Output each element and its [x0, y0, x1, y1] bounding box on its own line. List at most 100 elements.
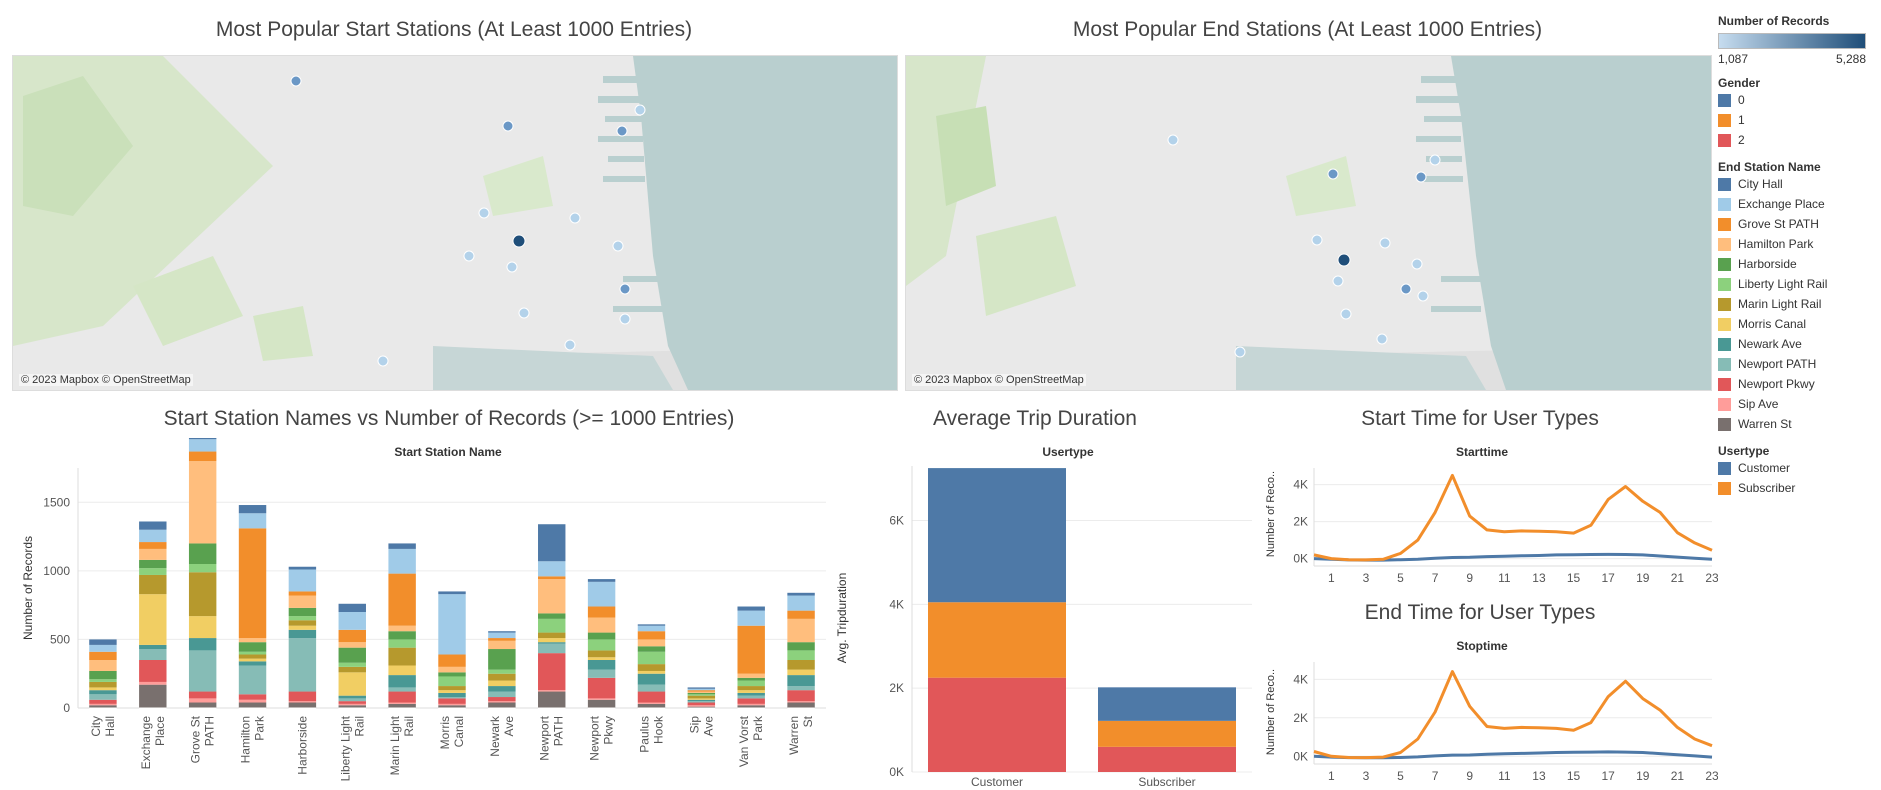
- bar-segment[interactable]: [737, 705, 765, 708]
- bar-segment[interactable]: [737, 692, 765, 696]
- bar-segment[interactable]: [338, 703, 366, 706]
- station-legend-item[interactable]: Liberty Light Rail: [1718, 274, 1878, 294]
- bar-segment[interactable]: [338, 666, 366, 673]
- bar-segment[interactable]: [587, 581, 616, 607]
- bar-segment[interactable]: [438, 594, 466, 655]
- map-attribution[interactable]: © 2023 Mapbox © OpenStreetMap: [19, 374, 193, 386]
- station-legend-item[interactable]: Newport PATH: [1718, 354, 1878, 374]
- bar-segment[interactable]: [338, 701, 366, 704]
- start-map-canvas[interactable]: [13, 56, 897, 390]
- bar-segment[interactable]: [388, 631, 416, 640]
- bar-segment[interactable]: [637, 651, 666, 665]
- station-legend-item[interactable]: Grove St PATH: [1718, 214, 1878, 234]
- station-legend-item[interactable]: Newark Ave: [1718, 334, 1878, 354]
- bar-segment[interactable]: [238, 702, 267, 708]
- bar-segment[interactable]: [687, 706, 716, 708]
- station-marker[interactable]: [478, 207, 490, 219]
- bar-segment[interactable]: [238, 638, 267, 643]
- gender-legend-item[interactable]: 2: [1718, 130, 1878, 150]
- bar-segment[interactable]: [587, 677, 616, 699]
- bar-segment[interactable]: [687, 688, 716, 691]
- bar-segment[interactable]: [238, 694, 267, 700]
- station-marker[interactable]: [612, 240, 624, 252]
- bar-segment[interactable]: [737, 680, 765, 687]
- bar-segment[interactable]: [288, 569, 317, 592]
- bar-segment[interactable]: [488, 640, 516, 650]
- bar-segment[interactable]: [338, 647, 366, 663]
- bar-segment[interactable]: [188, 616, 217, 639]
- bar-segment[interactable]: [687, 695, 716, 699]
- bar-segment[interactable]: [388, 703, 416, 708]
- gender-legend-item[interactable]: 0: [1718, 90, 1878, 110]
- station-bar-chart[interactable]: Start Station Name Number of Records 0 50…: [14, 438, 834, 786]
- bar-segment[interactable]: [139, 521, 167, 530]
- bar-segment[interactable]: [188, 543, 217, 564]
- bar-segment[interactable]: [288, 607, 317, 617]
- bar-segment[interactable]: [587, 650, 616, 658]
- bar-segment[interactable]: [687, 692, 716, 695]
- bar-segment[interactable]: [488, 701, 516, 703]
- station-marker[interactable]: [569, 212, 581, 224]
- bar-segment[interactable]: [687, 699, 716, 702]
- bar-segment[interactable]: [388, 639, 416, 648]
- bar-segment[interactable]: [737, 695, 765, 699]
- bar-segment[interactable]: [288, 620, 317, 626]
- end-map-canvas[interactable]: [906, 56, 1711, 390]
- bar-segment[interactable]: [488, 680, 516, 687]
- bar-segment[interactable]: [587, 699, 616, 708]
- bar-segment[interactable]: [637, 625, 666, 632]
- station-legend-item[interactable]: Warren St: [1718, 414, 1878, 434]
- bar-segment[interactable]: [238, 513, 267, 529]
- bar-segment[interactable]: [637, 646, 666, 652]
- station-marker[interactable]: [619, 313, 631, 325]
- bar-segment[interactable]: [139, 574, 167, 595]
- bar-segment[interactable]: [438, 666, 466, 673]
- station-marker[interactable]: [616, 125, 628, 137]
- bar-segment[interactable]: [787, 610, 815, 619]
- duration-bar-chart[interactable]: Usertype Avg. Tripduration 0K 2K 4K 6K Cust…: [832, 438, 1252, 788]
- bar-segment[interactable]: [89, 705, 117, 708]
- bar-segment[interactable]: [587, 579, 616, 582]
- bar-segment[interactable]: [139, 644, 167, 650]
- bar-segment[interactable]: [928, 602, 1066, 678]
- bar-segment[interactable]: [787, 686, 815, 691]
- bar-segment[interactable]: [687, 702, 716, 706]
- bar-segment[interactable]: [139, 594, 167, 645]
- bar-segment[interactable]: [388, 543, 416, 549]
- bar-segment[interactable]: [438, 697, 466, 699]
- end-station-markers[interactable]: [1167, 134, 1441, 358]
- bar-segment[interactable]: [188, 451, 217, 462]
- station-marker[interactable]: [506, 261, 518, 273]
- bar-segment[interactable]: [139, 660, 167, 682]
- bar-segment[interactable]: [438, 672, 466, 677]
- bar-segment[interactable]: [139, 684, 167, 708]
- station-marker[interactable]: [502, 120, 514, 132]
- station-legend[interactable]: City Hall Exchange Place Grove St PATH Hami…: [1718, 174, 1878, 434]
- start-time-lines[interactable]: [1313, 473, 1713, 562]
- bar-segment[interactable]: [388, 675, 416, 688]
- bar-segment[interactable]: [89, 639, 117, 645]
- bar-segment[interactable]: [687, 687, 716, 689]
- station-legend-item[interactable]: Exchange Place: [1718, 194, 1878, 214]
- station-marker[interactable]: [1376, 333, 1388, 345]
- bar-segment[interactable]: [388, 647, 416, 666]
- bar-segment[interactable]: [538, 653, 566, 691]
- bar-segment[interactable]: [787, 592, 815, 596]
- station-marker[interactable]: [1411, 258, 1423, 270]
- end-stations-map[interactable]: © 2023 Mapbox © OpenStreetMap: [905, 55, 1712, 391]
- bar-segment[interactable]: [238, 661, 267, 666]
- bar-segment[interactable]: [438, 686, 466, 691]
- bar-segment[interactable]: [238, 699, 267, 703]
- bar-segment[interactable]: [687, 698, 716, 700]
- duration-chart-bars[interactable]: [928, 468, 1236, 772]
- bar-segment[interactable]: [538, 561, 566, 577]
- bar-segment[interactable]: [787, 595, 815, 611]
- bar-segment[interactable]: [538, 576, 566, 580]
- start-station-markers[interactable]: [290, 75, 646, 367]
- bar-segment[interactable]: [587, 669, 616, 678]
- bar-segment[interactable]: [737, 625, 765, 674]
- bar-segment[interactable]: [637, 670, 666, 674]
- station-marker[interactable]: [1340, 308, 1352, 320]
- bar-segment[interactable]: [538, 690, 566, 692]
- usertype-legend-item[interactable]: Subscriber: [1718, 478, 1878, 498]
